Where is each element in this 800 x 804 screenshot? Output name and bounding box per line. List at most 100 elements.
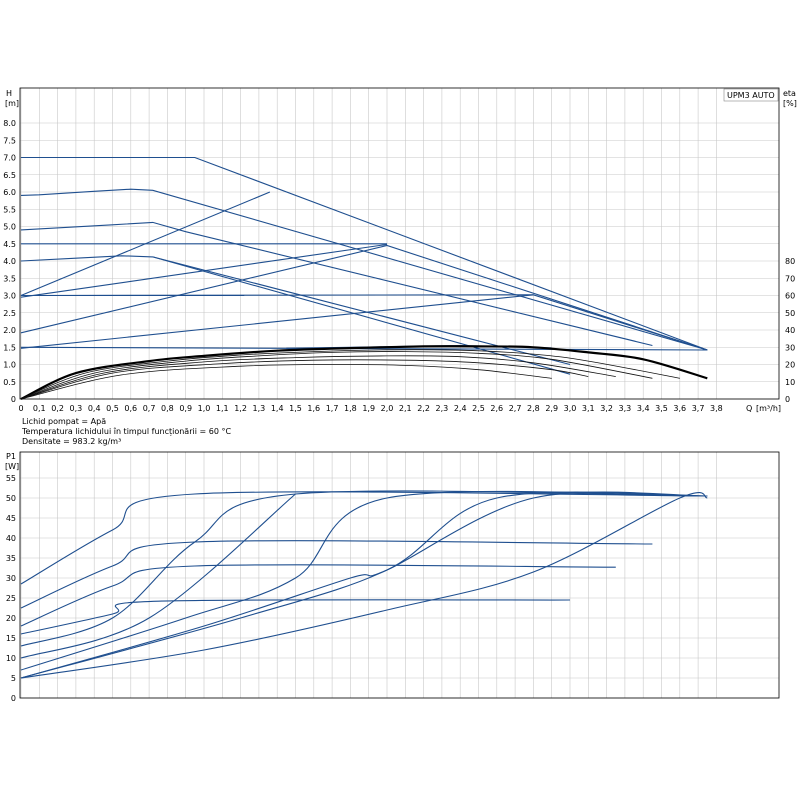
- efficiency-curves: [20, 345, 708, 400]
- eta-y-tick-label: 40: [785, 326, 795, 335]
- flow-x-tick-label: 0,7: [143, 404, 156, 413]
- head-y-tick-label: 6.0: [3, 188, 16, 197]
- flow-x-tick-label: 1,8: [344, 404, 357, 413]
- power-y-tick-label: 10: [6, 654, 16, 663]
- head-y-tick-label: 0: [11, 395, 16, 404]
- flow-x-tick-label: 3,3: [619, 404, 632, 413]
- eta-axis-label: eta: [783, 89, 796, 98]
- head-curve: [21, 156, 708, 351]
- power-y-ticks: 0 5 10 15 20 25 30 35 40 45 50 55: [6, 474, 16, 703]
- efficiency-curve: [20, 351, 653, 400]
- head-y-tick-label: 6.5: [3, 171, 16, 180]
- head-y-tick-label: 0.5: [3, 378, 16, 387]
- head-plot-frame: [19, 87, 780, 400]
- head-axis-unit: [m]: [5, 99, 19, 108]
- head-y-tick-label: 7.0: [3, 154, 16, 163]
- eta-y-tick-label: 60: [785, 292, 795, 301]
- head-curve: [20, 244, 708, 351]
- power-curve: [20, 491, 708, 585]
- flow-x-tick-label: 1,3: [253, 404, 266, 413]
- note-density: Densitate = 983.2 kg/m³: [22, 437, 121, 446]
- head-y-tick-label: 3.5: [3, 274, 16, 283]
- flow-x-tick-label: 3,6: [673, 404, 686, 413]
- head-y-tick-label: 2.5: [3, 309, 16, 318]
- efficiency-curve: [20, 364, 552, 400]
- eta-y-tick-label: 10: [785, 378, 795, 387]
- flow-x-tick-label: 3,7: [692, 404, 705, 413]
- flow-x-tick-label: 0,5: [106, 404, 119, 413]
- head-y-tick-label: 4.0: [3, 257, 16, 266]
- power-y-tick-label: 45: [6, 514, 16, 523]
- head-y-tick-label: 3.0: [3, 292, 16, 301]
- head-curves: [20, 156, 708, 375]
- flow-axis-unit: [m³/h]: [756, 404, 781, 413]
- eta-y-tick-label: 50: [785, 309, 795, 318]
- flow-x-tick-label: 2,4: [454, 404, 467, 413]
- flow-x-tick-label: 2,2: [417, 404, 430, 413]
- note-medium: Lichid pompat = Apă: [22, 417, 106, 426]
- power-y-tick-label: 5: [11, 674, 16, 683]
- flow-x-tick-label: 2,9: [545, 404, 558, 413]
- power-y-tick-label: 30: [6, 574, 16, 583]
- flow-x-tick-label: 1,7: [326, 404, 339, 413]
- legend-box: [723, 88, 779, 102]
- head-y-tick-label: 5.5: [3, 205, 16, 214]
- flow-x-tick-label: 2,0: [381, 404, 394, 413]
- head-y-tick-label: 5.0: [3, 223, 16, 232]
- flow-x-tick-label: 1,0: [198, 404, 211, 413]
- flow-x-tick-label: 1,4: [271, 404, 284, 413]
- eta-y-tick-label: 0: [785, 395, 790, 404]
- efficiency-curve: [20, 349, 680, 400]
- flow-x-tick-label: 2,8: [527, 404, 540, 413]
- head-curve: [20, 255, 571, 366]
- head-curve: [20, 294, 534, 297]
- power-y-tick-label: 15: [6, 634, 16, 643]
- flow-x-tick-label: 3,4: [637, 404, 650, 413]
- efficiency-curve: [20, 359, 589, 400]
- power-y-tick-label: 25: [6, 594, 16, 603]
- flow-x-tick-label: 1,1: [216, 404, 229, 413]
- power-curves: [20, 490, 708, 679]
- flow-x-tick-label: 0,9: [179, 404, 192, 413]
- power-axis-label: P1: [6, 452, 16, 461]
- legend-box-text: UPM3 AUTO: [727, 91, 775, 100]
- head-y-tick-label: 7.5: [3, 136, 16, 145]
- power-curve: [20, 564, 616, 627]
- power-y-tick-label: 55: [6, 474, 16, 483]
- flow-x-tick-label: 1,9: [362, 404, 375, 413]
- flow-x-tick-label: 2,7: [509, 404, 522, 413]
- head-y-tick-label: 4.5: [3, 240, 16, 249]
- power-curve: [20, 492, 708, 679]
- power-curve: [20, 490, 708, 647]
- head-y-tick-label: 1.0: [3, 361, 16, 370]
- note-temperature: Temperatura lichidului în timpul funcțio…: [21, 427, 231, 437]
- flow-x-tick-label: 2,3: [436, 404, 449, 413]
- power-curve: [20, 493, 296, 659]
- power-axis-unit: [W]: [5, 462, 19, 471]
- flow-x-tick-label: 1,6: [307, 404, 320, 413]
- flow-x-tick-label: 0: [18, 404, 23, 413]
- power-plot-frame: [19, 451, 780, 699]
- power-curve: [20, 491, 708, 679]
- power-curve: [20, 490, 708, 671]
- efficiency-curve: [20, 355, 616, 400]
- power-y-tick-label: 20: [6, 614, 16, 623]
- flow-x-tick-label: 0,4: [88, 404, 101, 413]
- power-curve: [20, 599, 571, 635]
- power-y-tick-label: 50: [6, 494, 16, 503]
- power-y-tick-label: 35: [6, 554, 16, 563]
- head-curve: [20, 188, 708, 351]
- eta-y-ticks: 0 10 20 30 40 50 60 70 80: [785, 257, 795, 404]
- eta-y-tick-label: 20: [785, 361, 795, 370]
- power-curve: [20, 540, 653, 609]
- eta-y-tick-label: 80: [785, 257, 795, 266]
- power-y-tick-label: 40: [6, 534, 16, 543]
- efficiency-curve: [20, 345, 708, 400]
- flow-axis-label: Q: [746, 404, 752, 413]
- flow-x-tick-label: 2,5: [472, 404, 485, 413]
- head-y-tick-label: 1.5: [3, 343, 16, 352]
- power-y-tick-label: 0: [11, 694, 16, 703]
- flow-x-ticks: 0 0,1 0,2 0,3 0,4 0,5 0,6 0,7 0,8 0,9 1,0 1,1 1,2 1,3…: [18, 404, 722, 413]
